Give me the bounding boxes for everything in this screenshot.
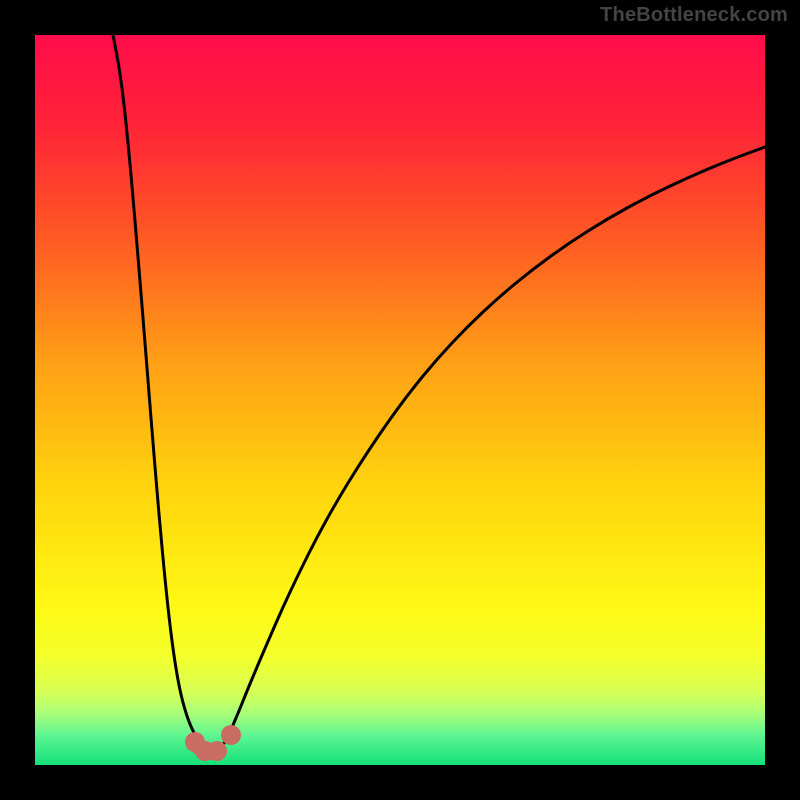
gradient-background [35, 35, 765, 765]
trough-marker-3 [221, 725, 241, 745]
plot-area [35, 35, 765, 765]
trough-marker-2 [207, 741, 227, 761]
chart-frame: TheBottleneck.com [0, 0, 800, 800]
watermark-text: TheBottleneck.com [600, 4, 788, 27]
